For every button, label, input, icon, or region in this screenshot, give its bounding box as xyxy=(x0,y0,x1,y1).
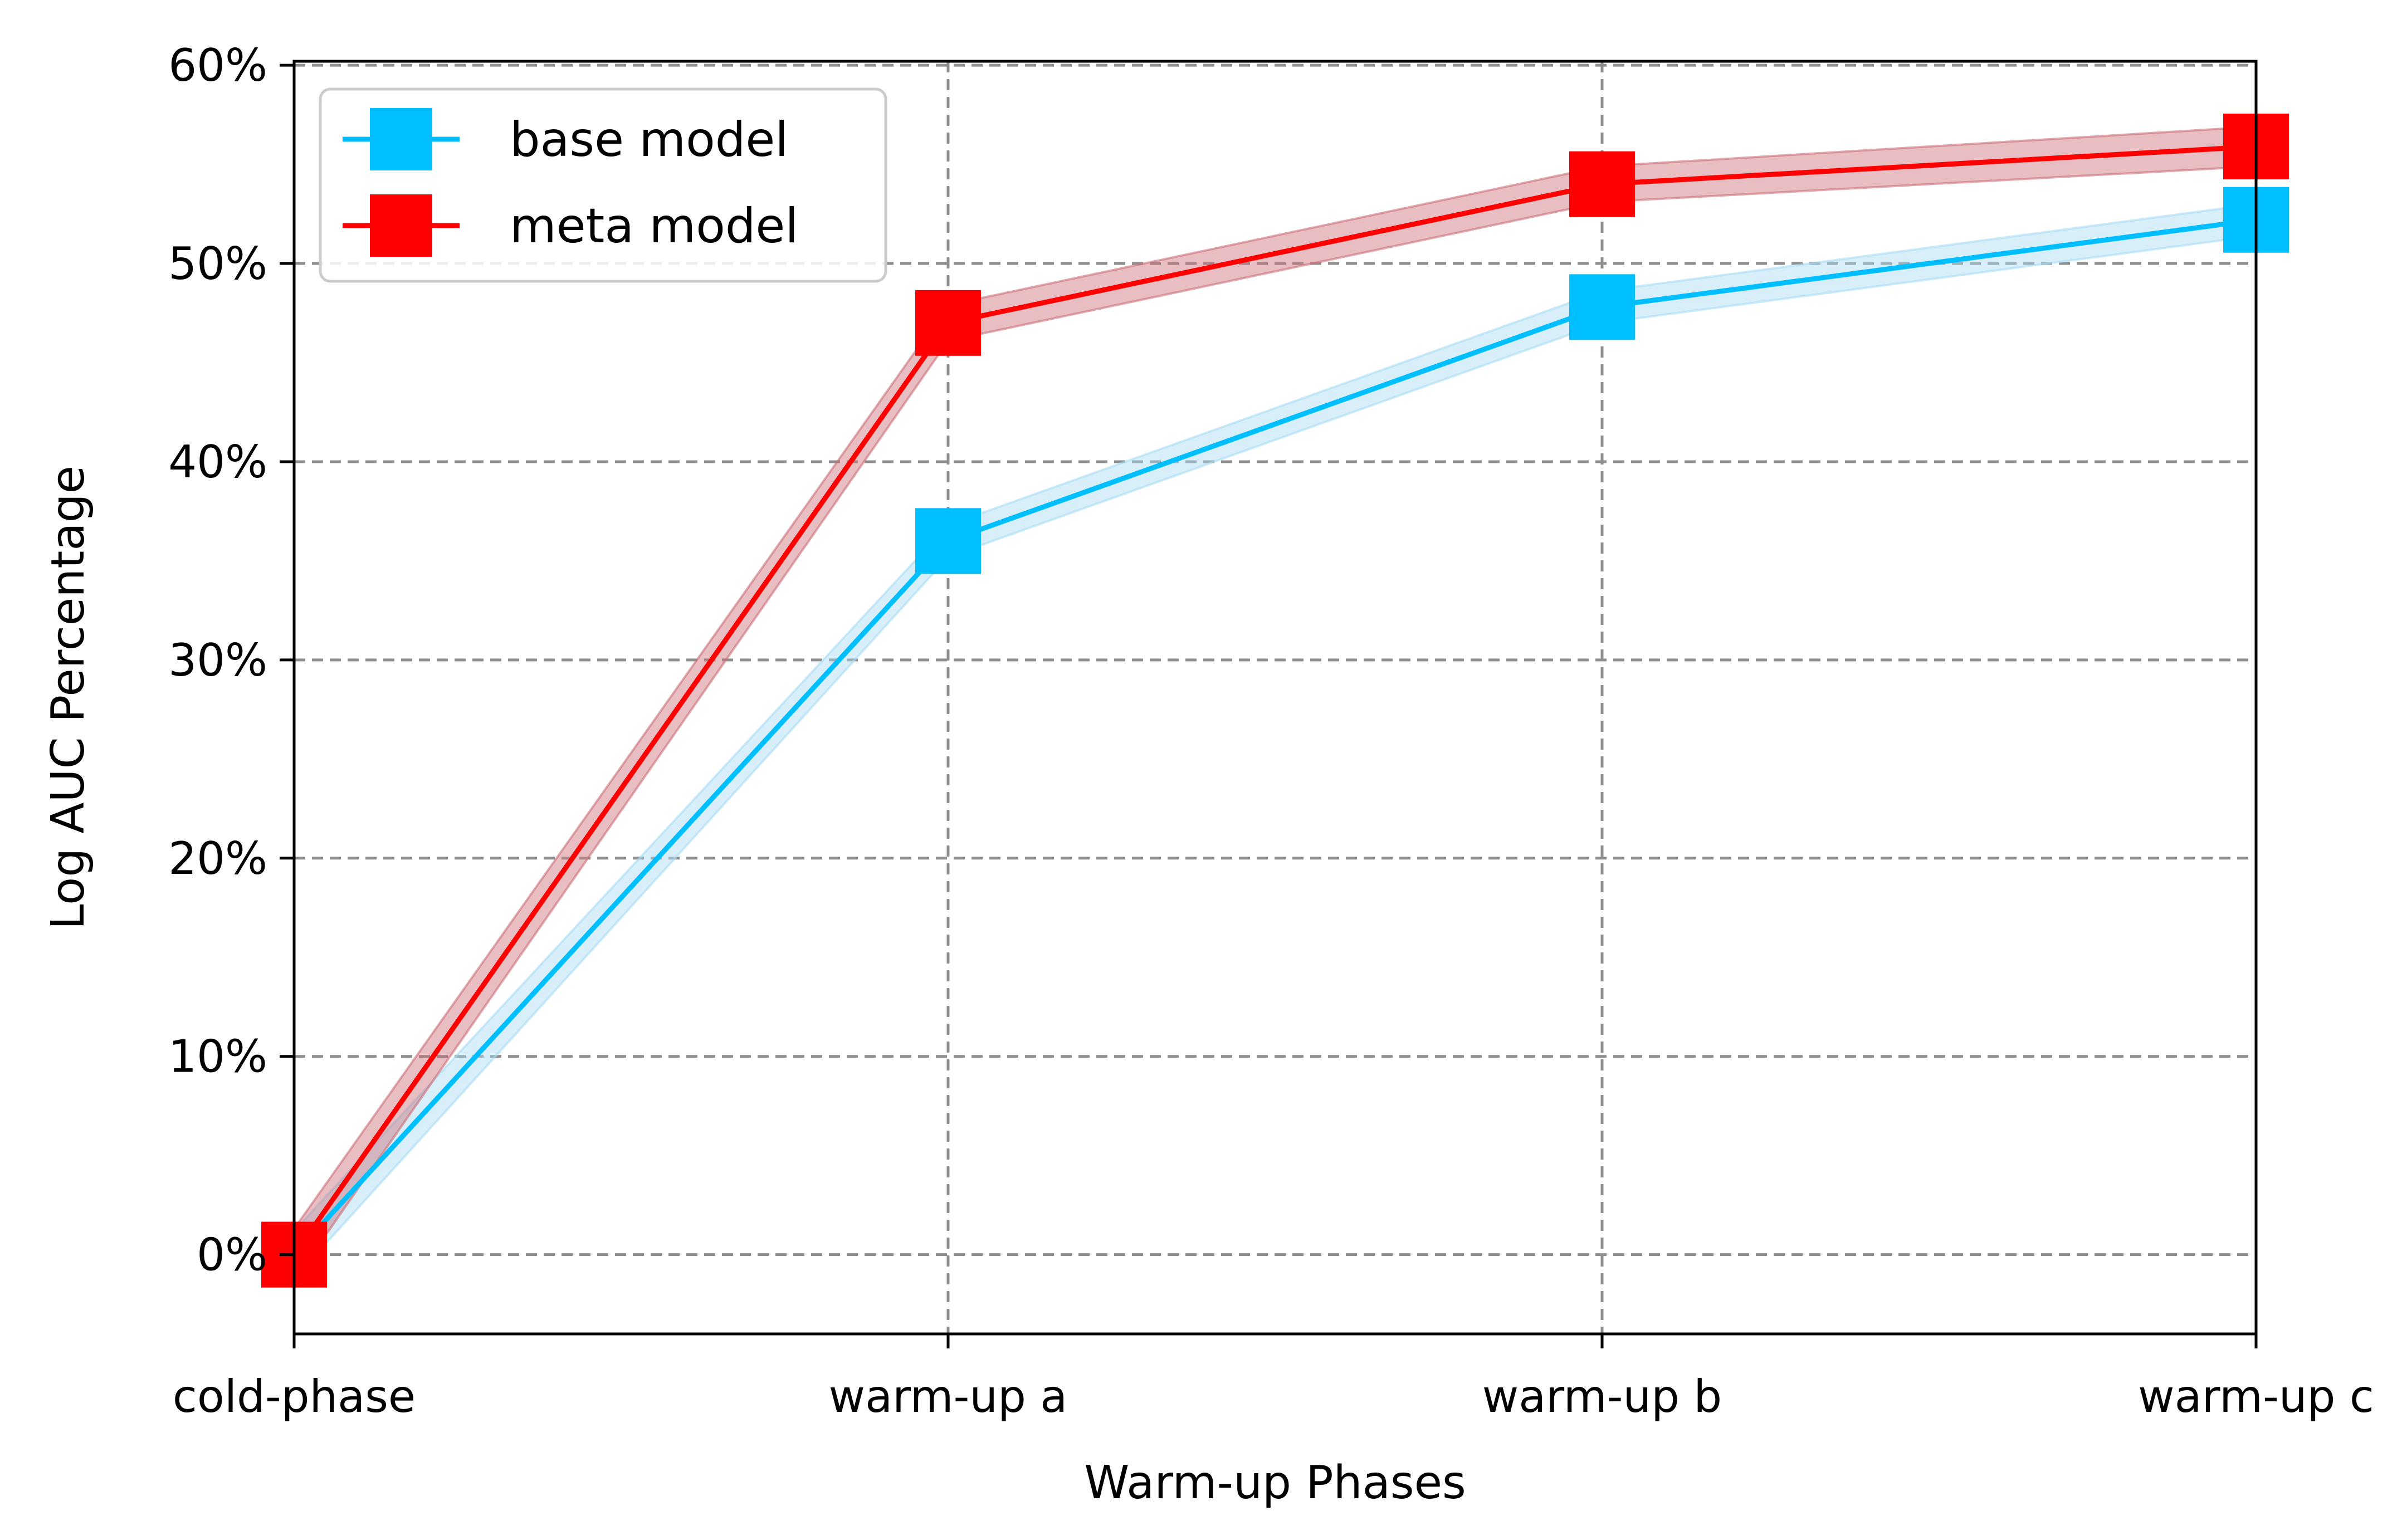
plot-frame xyxy=(292,60,2258,1336)
line-base-model xyxy=(292,217,2257,1257)
marker-base-model xyxy=(915,508,981,574)
line-meta-model xyxy=(292,144,2257,1257)
marker-base-model xyxy=(1569,274,1635,340)
legend: base model meta model xyxy=(319,87,887,283)
legend-box xyxy=(319,87,887,283)
legend-label: base model xyxy=(510,112,788,168)
series-lines xyxy=(292,144,2257,1257)
legend-marker xyxy=(370,108,432,170)
y-tick-label: 20% xyxy=(168,833,267,884)
legend-marker xyxy=(370,194,432,257)
x-axis: cold-phase warm-up a warm-up b warm-up c xyxy=(173,1334,2374,1422)
x-tick-label: warm-up b xyxy=(1482,1371,1722,1422)
y-tick-label: 10% xyxy=(168,1031,267,1083)
y-tick-label: 30% xyxy=(168,634,267,686)
x-axis-title: Warm-up Phases xyxy=(1084,1456,1466,1509)
y-axis-title: Log AUC Percentage xyxy=(42,466,95,930)
x-tick-label: warm-up c xyxy=(2138,1371,2374,1422)
y-tick-label: 50% xyxy=(168,238,267,290)
y-tick-label: 0% xyxy=(197,1229,267,1281)
x-tick-label: cold-phase xyxy=(173,1371,416,1422)
x-tick-label: warm-up a xyxy=(829,1371,1068,1422)
legend-label: meta model xyxy=(510,198,798,254)
y-tick-label: 60% xyxy=(168,40,267,91)
marker-meta-model xyxy=(1569,151,1635,217)
y-tick-label: 40% xyxy=(168,436,267,488)
marker-meta-model xyxy=(915,290,981,356)
y-axis: 0% 10% 20% 30% 40% 50% 60% xyxy=(168,40,294,1281)
